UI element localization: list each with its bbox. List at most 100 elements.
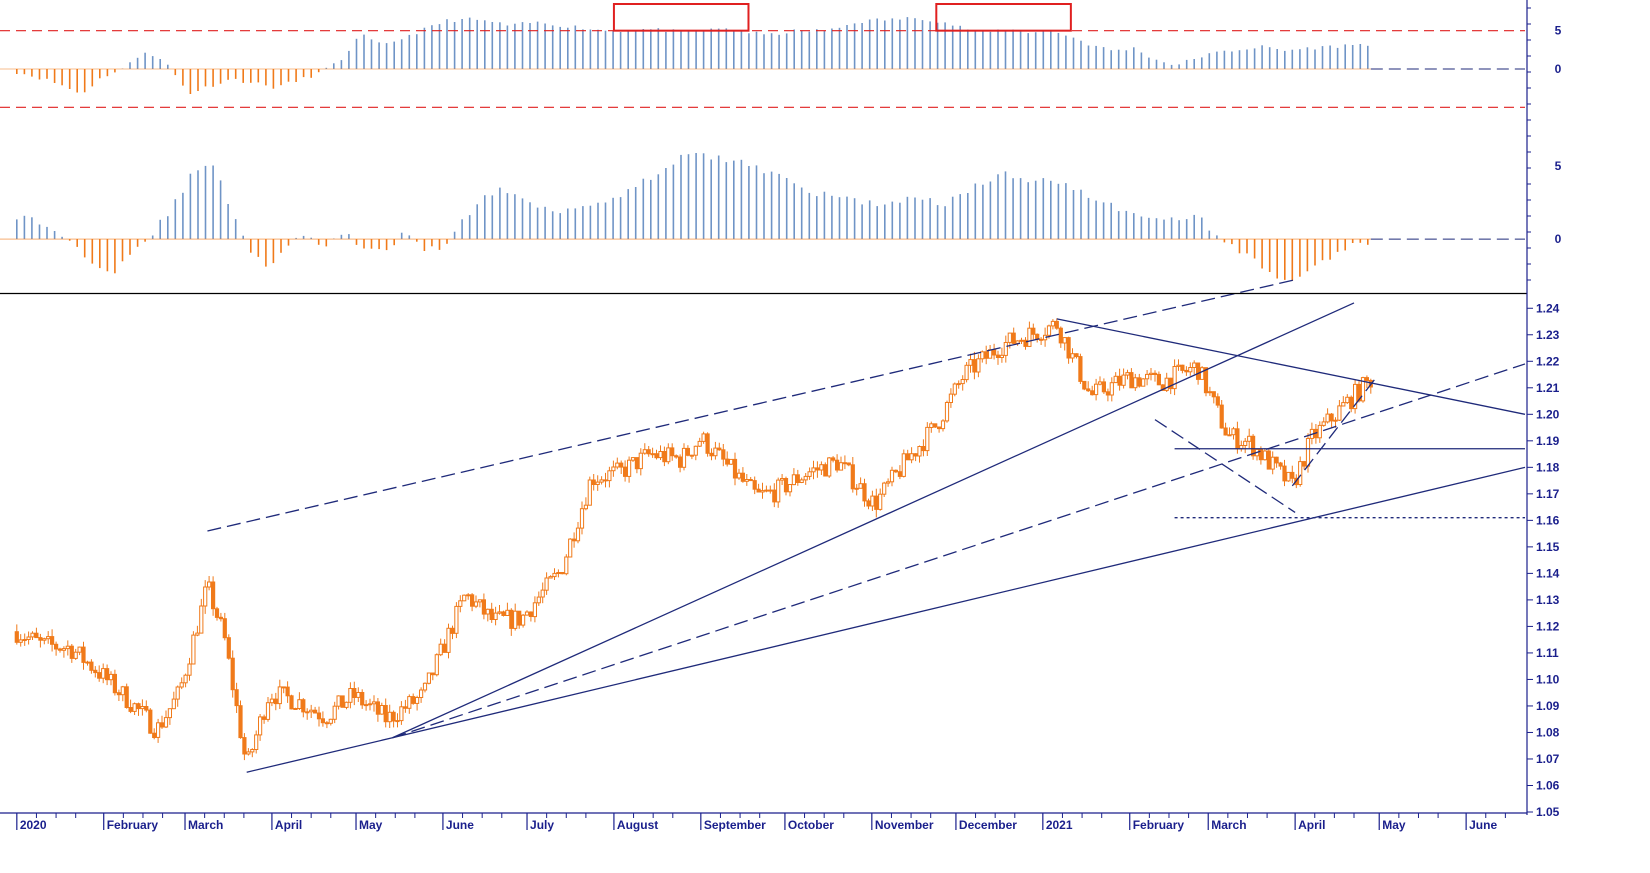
candle-body (1278, 462, 1283, 467)
trendline-dashed (1154, 419, 1296, 513)
candle-body (407, 696, 412, 709)
candle-body (250, 749, 255, 753)
candle-body (709, 452, 714, 457)
candle-body (195, 632, 200, 636)
candle-body (740, 472, 745, 482)
candle-body (823, 464, 828, 477)
candle-body (1023, 339, 1028, 347)
candle-body (179, 682, 184, 688)
month-label: March (1211, 818, 1246, 832)
candle-body (642, 449, 647, 454)
candle-body (156, 722, 161, 738)
candle-body (752, 480, 757, 490)
candle-body (842, 462, 847, 465)
candle-body (681, 447, 687, 468)
top-tick-label: 0 (1555, 62, 1562, 76)
trendline-dashed (1291, 376, 1377, 487)
candle-body (1184, 369, 1189, 373)
candle-body (1156, 373, 1162, 386)
price-tick-label: 1.14 (1536, 566, 1560, 580)
candle-body (285, 686, 290, 697)
candle-body (556, 572, 561, 574)
candle-body (1109, 382, 1114, 396)
candle-body (473, 601, 479, 607)
candle-body (1286, 471, 1291, 482)
month-label: 2021 (1046, 818, 1073, 832)
candle-body (112, 673, 118, 694)
candle-body (144, 706, 149, 711)
candle-body (913, 453, 918, 457)
candle-body (1031, 327, 1036, 335)
candle-body (214, 608, 220, 618)
candle-body (948, 393, 953, 404)
candle-body (568, 538, 573, 558)
candle-body (1086, 388, 1091, 392)
candle-body (73, 651, 78, 659)
candle-body (340, 695, 345, 708)
candle-body (862, 483, 867, 502)
candle-body (116, 692, 122, 696)
candle-body (348, 688, 353, 703)
candle-body (1203, 367, 1209, 394)
month-label: May (1382, 818, 1406, 832)
candle-body (940, 420, 946, 430)
candle-body (705, 433, 710, 454)
candle-body (999, 354, 1004, 358)
candle-body (521, 614, 526, 626)
candle-body (921, 446, 926, 452)
candle-body (501, 611, 506, 617)
candle-body (203, 586, 208, 607)
candle-body (442, 643, 447, 653)
candle-body (419, 689, 424, 698)
candle-body (1046, 325, 1052, 336)
trendline-solid (392, 466, 1526, 739)
candle-body (1341, 402, 1346, 407)
month-label: April (1298, 818, 1325, 832)
candle-body (297, 699, 302, 710)
candle-body (544, 577, 549, 591)
candle-body (889, 469, 895, 483)
candle-body (619, 462, 624, 468)
candle-body (768, 489, 773, 492)
candle-body (623, 466, 628, 477)
price-tick-label: 1.08 (1536, 725, 1560, 739)
candle-body (430, 672, 435, 676)
candle-body (1141, 378, 1146, 387)
month-label: June (1469, 818, 1497, 832)
price-tick-label: 1.20 (1536, 407, 1560, 421)
candle-body (42, 638, 47, 641)
candle-body (725, 458, 730, 465)
candle-body (1192, 362, 1197, 368)
candle-body (638, 452, 643, 470)
candle-body (1105, 391, 1111, 396)
candle-body (795, 474, 800, 483)
candle-body (874, 495, 879, 510)
candle-body (1113, 375, 1118, 384)
candle-body (1011, 332, 1016, 344)
candle-body (218, 616, 224, 620)
candle-body (646, 449, 651, 455)
candle-body (909, 453, 914, 461)
candle-body (976, 358, 981, 373)
candle-body (1148, 372, 1154, 375)
trendline-solid (246, 737, 393, 773)
candle-body (434, 654, 439, 676)
candle-body (850, 464, 855, 490)
candle-body (481, 599, 486, 615)
candle-body (658, 451, 663, 459)
candle-body (630, 457, 636, 461)
candle-body (666, 447, 671, 463)
candle-body (1160, 384, 1165, 391)
candle-body (57, 648, 63, 651)
candle-body (1321, 421, 1326, 426)
candle-body (905, 453, 910, 461)
candle-body (964, 364, 969, 381)
candle-body (1223, 427, 1228, 436)
candle-body (674, 455, 679, 458)
candle-body (85, 661, 90, 664)
candle-body (171, 698, 176, 710)
candle-body (811, 467, 816, 473)
candle-body (262, 716, 267, 720)
candle-body (532, 602, 537, 618)
candle-body (760, 490, 765, 493)
